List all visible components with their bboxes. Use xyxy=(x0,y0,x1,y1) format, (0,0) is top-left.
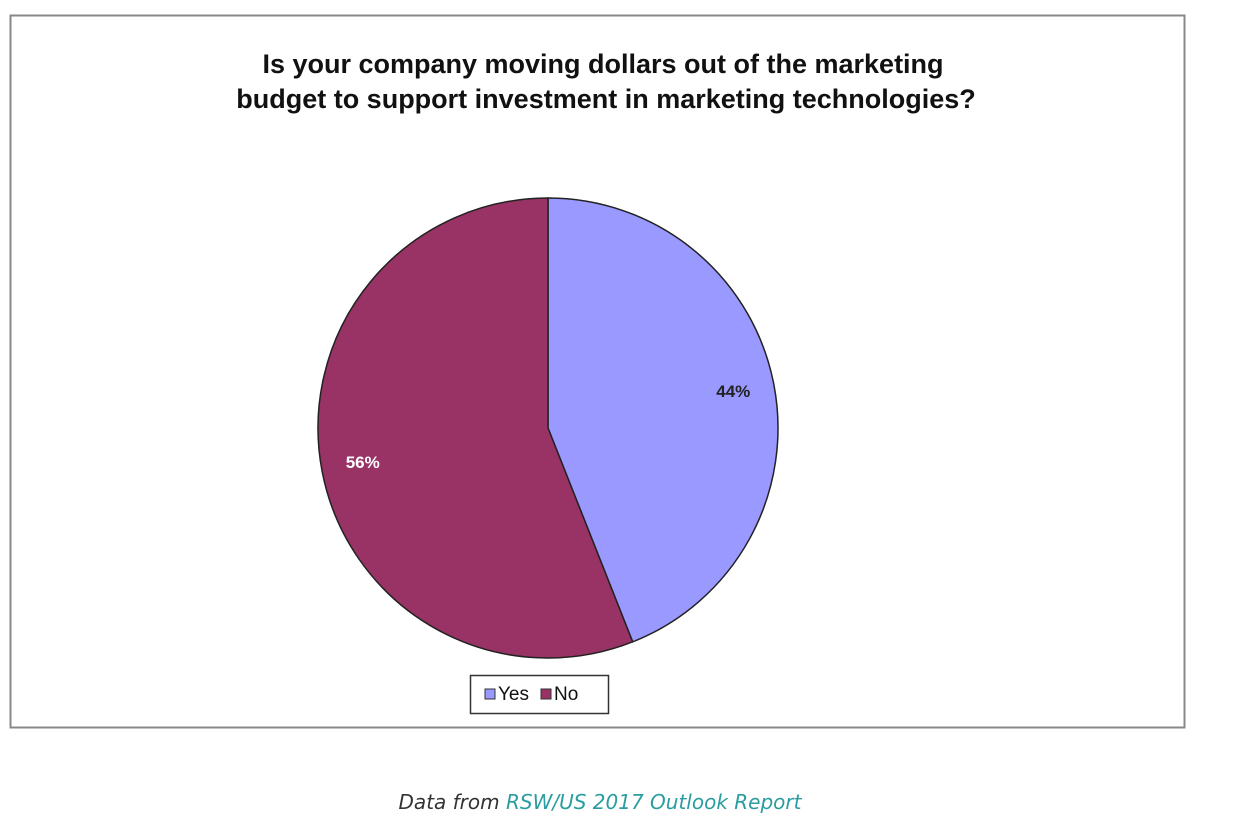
legend-label: Yes xyxy=(498,684,529,705)
caption-text: Data from xyxy=(398,790,500,814)
legend-swatch xyxy=(484,688,496,700)
data-label: 44% xyxy=(716,382,750,401)
data-label: 56% xyxy=(346,453,380,472)
legend-label: No xyxy=(554,684,578,705)
pie-slice xyxy=(547,197,779,643)
legend-swatch xyxy=(540,688,552,700)
pie-slice xyxy=(317,197,634,659)
caption: Data from RSW/US 2017 Outlook Report xyxy=(0,790,1200,814)
caption-link[interactable]: RSW/US 2017 Outlook Report xyxy=(505,790,802,814)
chart-title: budget to support investment in marketin… xyxy=(236,84,976,114)
chart: Is your company moving dollars out of th… xyxy=(9,14,1186,729)
chart-title: Is your company moving dollars out of th… xyxy=(262,49,943,79)
